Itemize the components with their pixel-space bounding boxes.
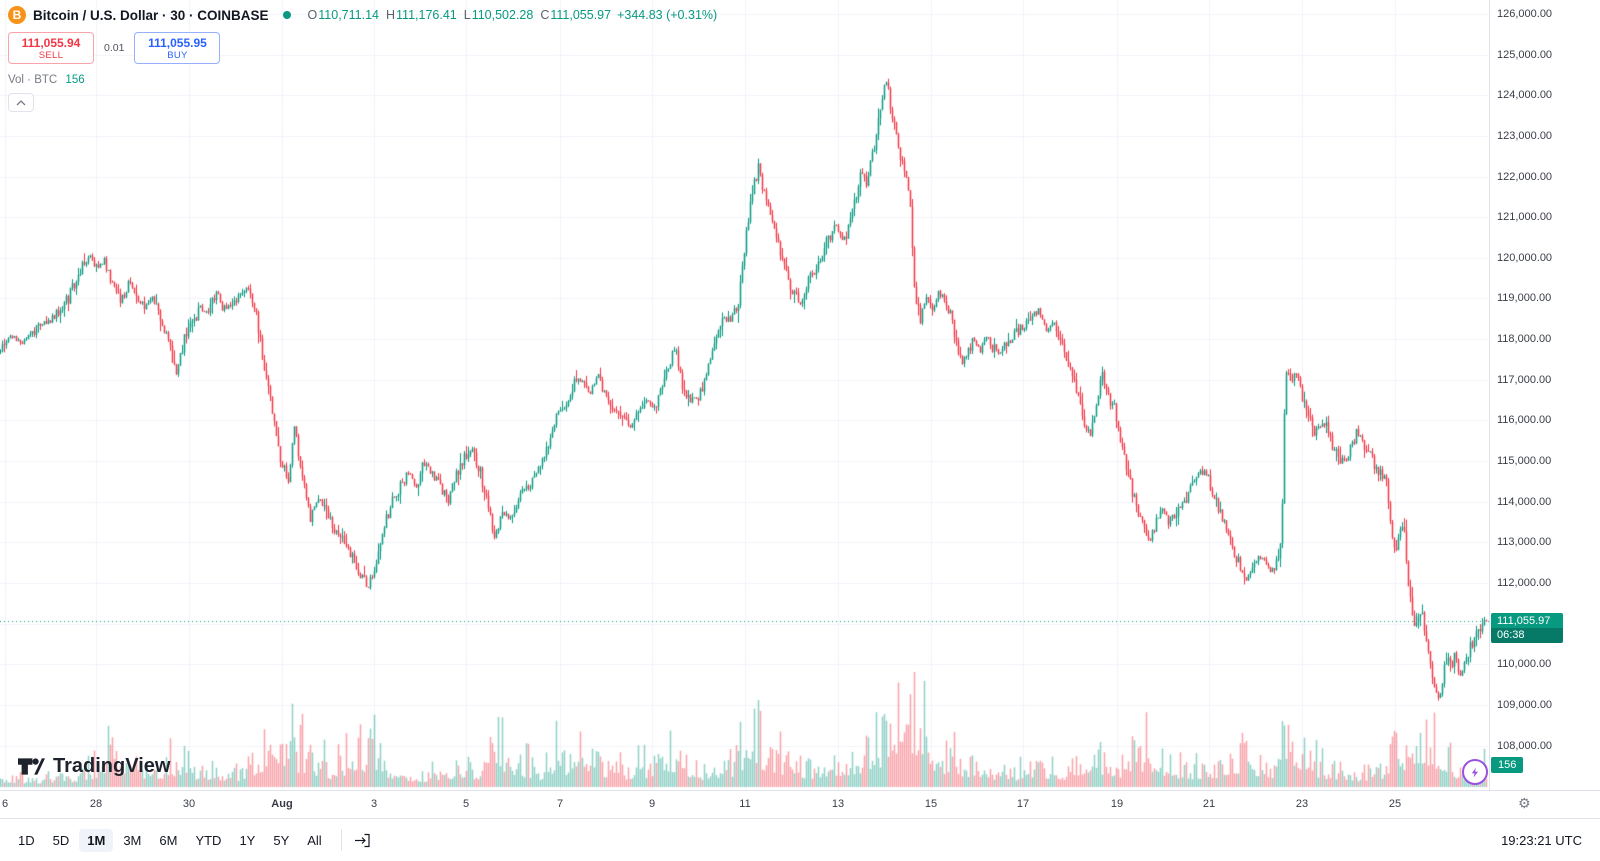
volume-indicator-row[interactable]: Vol · BTC 156 xyxy=(8,74,717,86)
bar-countdown: 06:38 xyxy=(1491,628,1563,644)
range-6m-button[interactable]: 6M xyxy=(151,829,185,852)
go-to-date-icon xyxy=(354,833,371,848)
buy-price: 111,055.95 xyxy=(148,35,207,50)
toolbar-divider xyxy=(340,829,342,851)
timezone-clock[interactable]: 19:23:21 UTC xyxy=(1493,829,1590,852)
chart-legend: B Bitcoin / U.S. Dollar · 30 · COINBASE … xyxy=(8,5,717,112)
ohlc-high-label: H xyxy=(386,8,396,22)
last-price-badge: 111,055.97 06:38 xyxy=(1491,613,1563,644)
time-axis-label: 5 xyxy=(462,798,470,810)
buy-button[interactable]: 111,055.95 BUY xyxy=(134,32,221,64)
time-axis-label: 30 xyxy=(182,798,196,810)
range-1d-button[interactable]: 1D xyxy=(10,829,43,852)
range-ytd-button[interactable]: YTD xyxy=(187,829,229,852)
go-to-date-button[interactable] xyxy=(351,830,374,851)
chevron-up-icon xyxy=(16,99,26,106)
price-axis-label: 126,000.00 xyxy=(1497,8,1553,20)
bitcoin-icon: B xyxy=(8,6,26,24)
time-axis-label: 23 xyxy=(1295,798,1309,810)
time-axis-label: 9 xyxy=(648,798,656,810)
time-axis-label: 21 xyxy=(1202,798,1216,810)
price-axis-label: 122,000.00 xyxy=(1497,170,1553,183)
range-1y-button[interactable]: 1Y xyxy=(231,829,263,852)
ohlc-high-value: 111,176.41 xyxy=(396,8,457,22)
ohlc-low-label: L xyxy=(463,8,471,22)
price-axis-label: 108,000.00 xyxy=(1497,739,1553,752)
lightning-icon xyxy=(1470,766,1481,778)
price-axis-label: 114,000.00 xyxy=(1497,495,1552,508)
last-price-value: 111,055.97 xyxy=(1497,615,1551,628)
market-status-dot[interactable] xyxy=(282,11,291,19)
range-3m-button[interactable]: 3M xyxy=(115,829,149,852)
ohlc-change-value: +344.83 (+0.31%) xyxy=(617,8,718,22)
price-axis[interactable]: 126,000.00 125,000.00 124,000.00 123,000.00… xyxy=(1489,0,1600,818)
range-5y-button[interactable]: 5Y xyxy=(265,829,297,852)
range-1m-button[interactable]: 1M xyxy=(79,828,114,852)
price-axis-label: 118,000.00 xyxy=(1497,333,1552,346)
gear-icon[interactable]: ⚙ xyxy=(1518,795,1531,811)
time-axis-label: 15 xyxy=(924,798,938,810)
collapse-legend-button[interactable] xyxy=(8,93,34,112)
symbol-title[interactable]: Bitcoin / U.S. Dollar · 30 · COINBASE xyxy=(33,7,269,23)
price-axis-label: 117,000.00 xyxy=(1497,373,1552,386)
ohlc-close-label: C xyxy=(540,8,550,22)
price-axis-label: 123,000.00 xyxy=(1497,129,1553,142)
time-axis-label: 25 xyxy=(1388,798,1402,810)
time-axis-label: 13 xyxy=(831,798,845,810)
price-axis-label: 120,000.00 xyxy=(1497,251,1553,264)
time-axis-label: 11 xyxy=(739,798,751,810)
price-axis-label: 125,000.00 xyxy=(1497,48,1553,61)
buy-label: BUY xyxy=(167,49,188,61)
price-axis-label: 119,000.00 xyxy=(1497,292,1552,305)
time-axis-label: 7 xyxy=(556,798,564,810)
spread-value: 0.01 xyxy=(104,42,125,54)
volume-value: 156 xyxy=(65,74,85,86)
ohlc-open-value: 110,711.14 xyxy=(318,8,379,22)
sell-label: SELL xyxy=(38,49,64,61)
price-axis-label: 115,000.00 xyxy=(1497,455,1552,468)
range-5d-button[interactable]: 5D xyxy=(45,829,78,852)
sell-price: 111,055.94 xyxy=(21,35,81,50)
ohlc-low-value: 110,502.28 xyxy=(471,8,534,22)
volume-axis-badge: 156 xyxy=(1491,757,1524,773)
symbol-row: B Bitcoin / U.S. Dollar · 30 · COINBASE … xyxy=(8,5,717,25)
time-axis-label: 19 xyxy=(1110,798,1124,810)
ohlc-close-value: 111,055.97 xyxy=(550,8,612,22)
price-axis-label: 116,000.00 xyxy=(1497,414,1552,427)
ohlc-open-label: O xyxy=(307,8,318,22)
date-range-buttons: 1D 5D 1M 3M 6M YTD 1Y 5Y All xyxy=(10,828,332,852)
time-axis-label: 17 xyxy=(1016,798,1030,810)
range-all-button[interactable]: All xyxy=(299,829,329,852)
trade-buttons-row: 111,055.94 SELL 0.01 111,055.95 BUY xyxy=(8,32,717,64)
time-axis-label: Aug xyxy=(271,798,293,810)
price-axis-label: 110,000.00 xyxy=(1497,658,1552,671)
price-axis-label: 109,000.00 xyxy=(1497,698,1553,711)
time-axis[interactable]: 6 28 30 Aug 3 5 7 9 11 13 15 17 19 21 23 25 ⚙ xyxy=(0,790,1600,818)
boost-button[interactable] xyxy=(1462,759,1488,785)
volume-label: Vol · BTC xyxy=(8,74,58,86)
price-axis-label: 113,000.00 xyxy=(1497,536,1552,549)
candlestick-chart[interactable] xyxy=(0,0,1489,790)
bottom-toolbar: 1D 5D 1M 3M 6M YTD 1Y 5Y All 19:23:21 UTC xyxy=(0,818,1600,861)
price-axis-label: 112,000.00 xyxy=(1497,576,1552,589)
price-axis-label: 124,000.00 xyxy=(1497,89,1553,102)
time-axis-label: 6 xyxy=(1,798,9,810)
chart-pane: B Bitcoin / U.S. Dollar · 30 · COINBASE … xyxy=(0,0,1489,790)
time-axis-label: 28 xyxy=(89,798,103,810)
sell-button[interactable]: 111,055.94 SELL xyxy=(8,32,94,64)
price-axis-label: 121,000.00 xyxy=(1497,211,1553,224)
time-axis-label: 3 xyxy=(370,798,378,810)
ohlc-values: O 110,711.14 H 111,176.41 L 110,502.28 C 111… xyxy=(301,8,718,22)
